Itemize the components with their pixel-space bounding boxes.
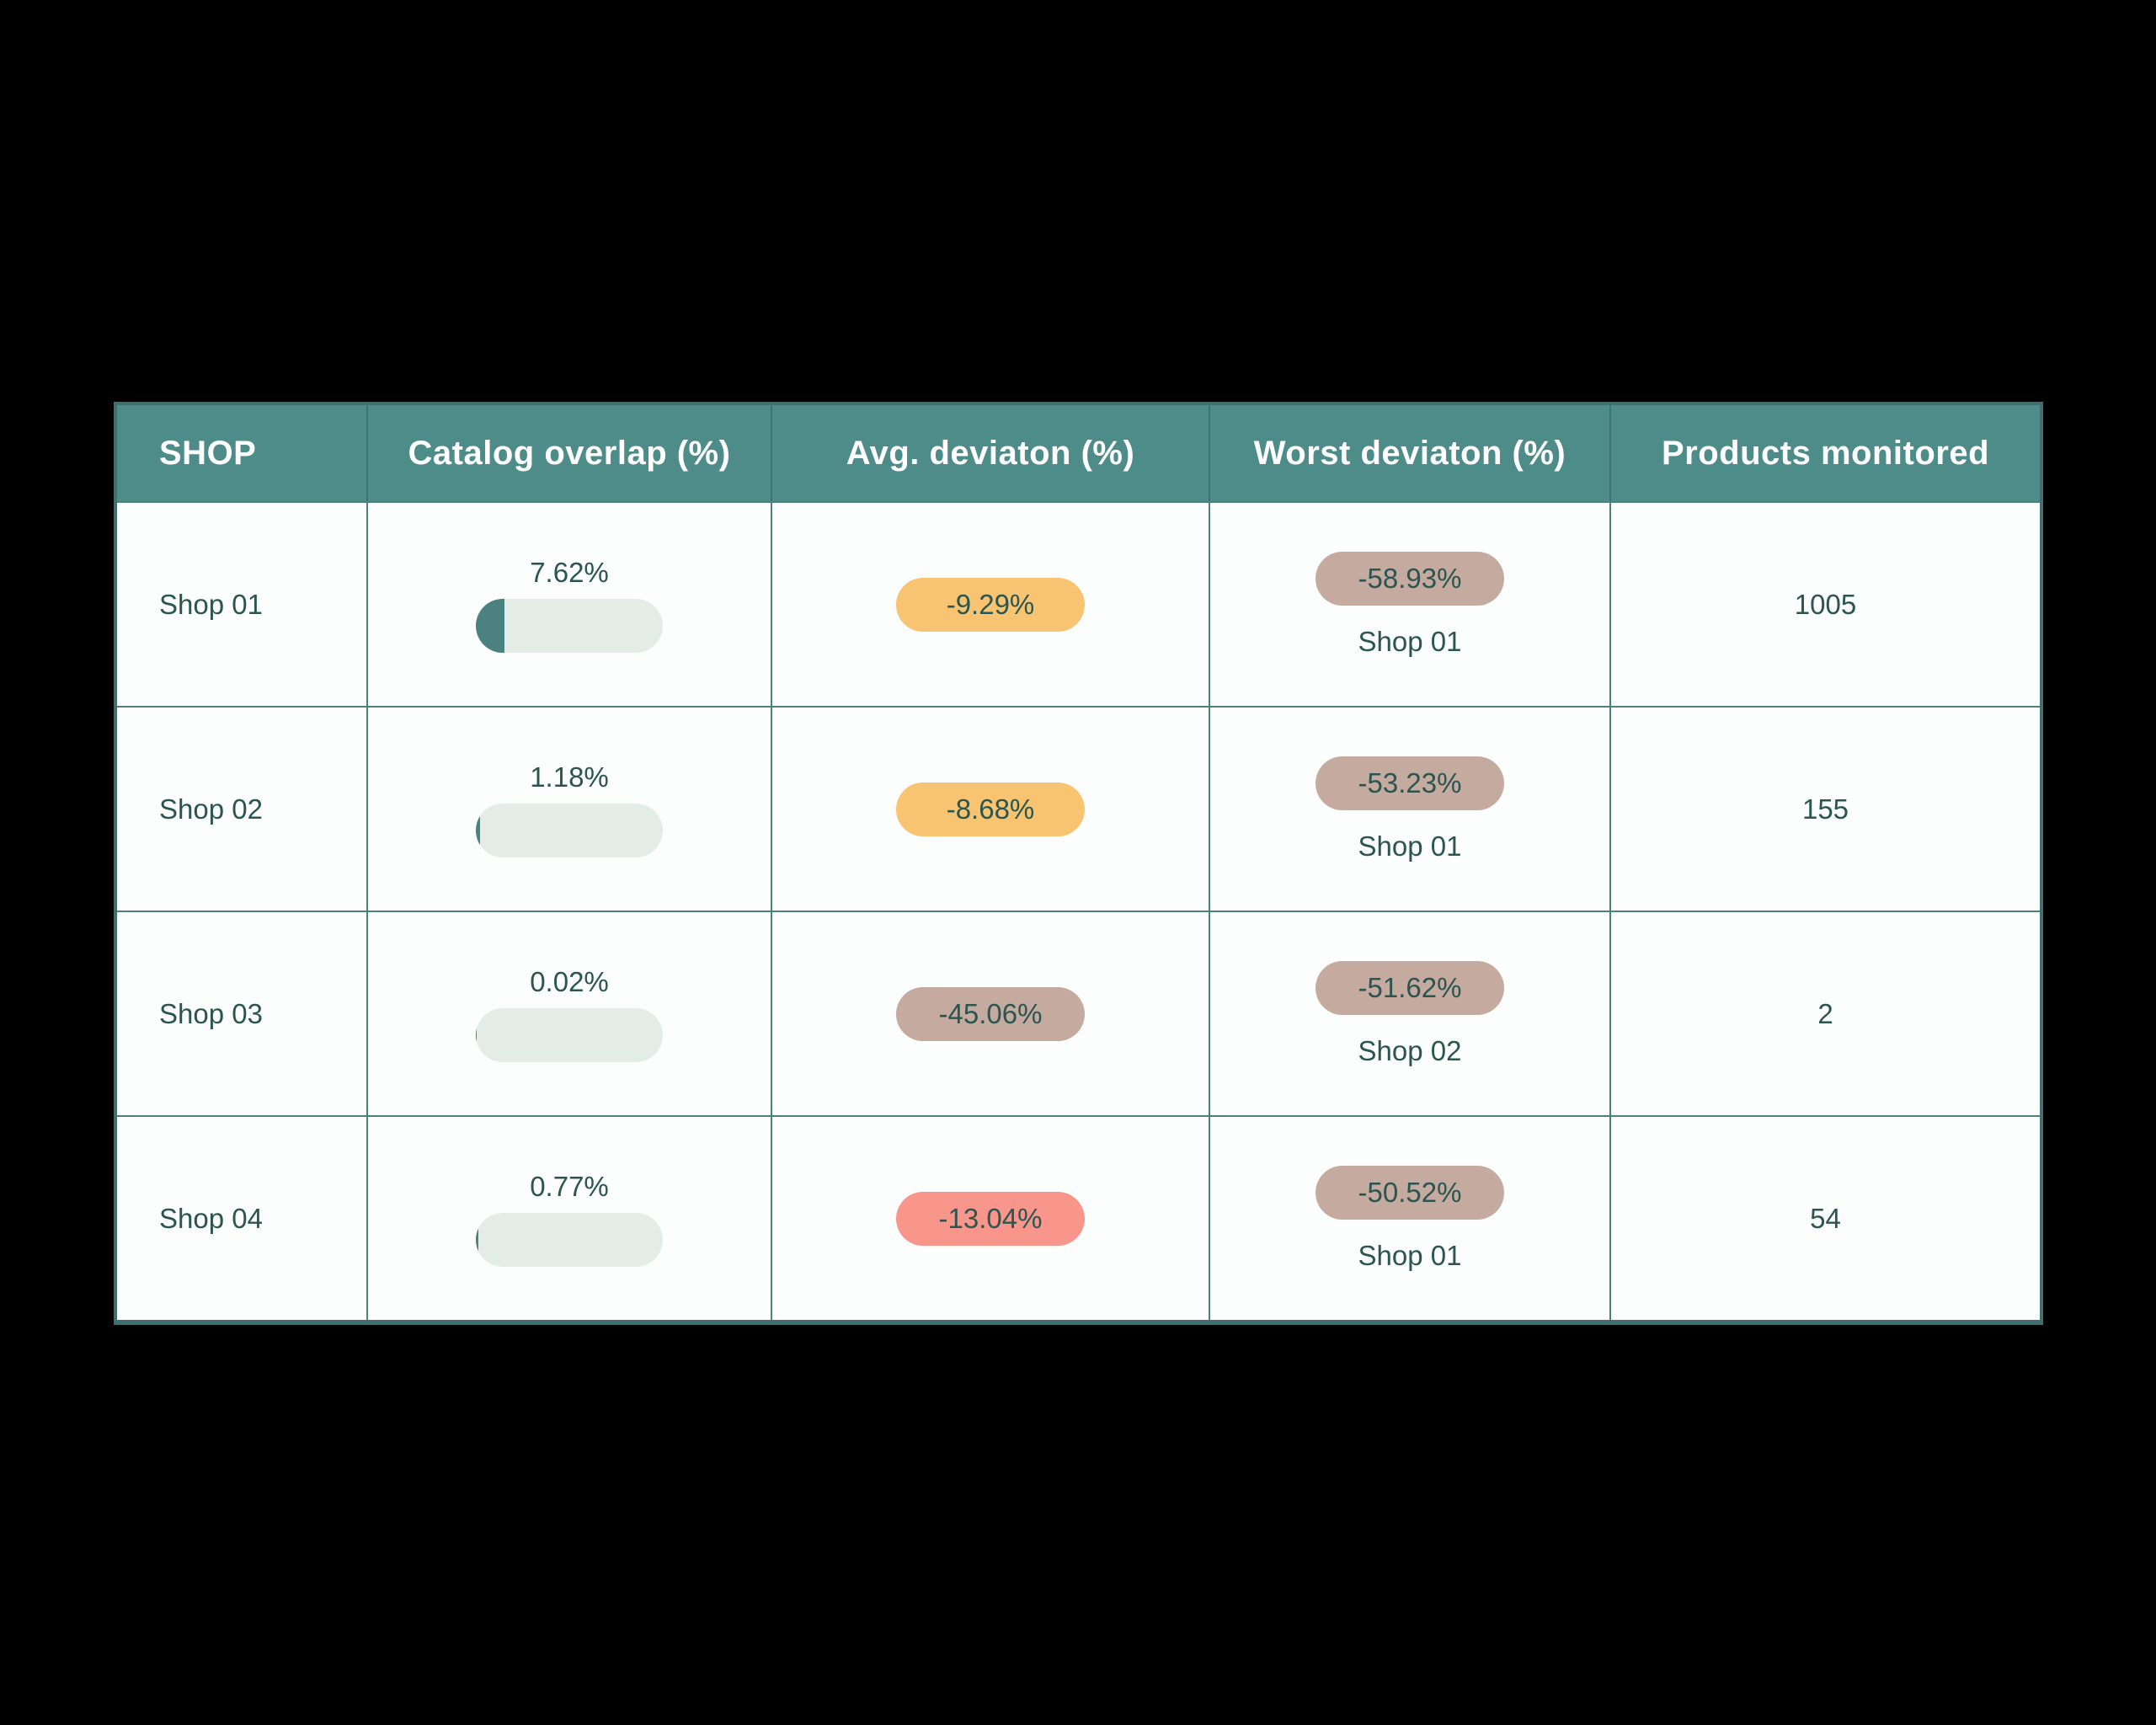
overlap-progress-fill bbox=[476, 598, 504, 653]
catalog-overlap-cell: 1.18% bbox=[366, 708, 771, 911]
worst-deviation-shop-label: Shop 02 bbox=[1358, 1034, 1462, 1066]
products-monitored-cell: 2 bbox=[1609, 912, 2040, 1115]
worst-deviation-badge: -53.23% bbox=[1315, 756, 1504, 810]
overlap-progress-bar bbox=[476, 1007, 663, 1062]
avg-deviation-badge: -9.29% bbox=[896, 577, 1085, 632]
worst-deviation-shop-label: Shop 01 bbox=[1358, 830, 1462, 862]
header-cell-shop: SHOP bbox=[159, 434, 257, 472]
overlap-progress-bar bbox=[476, 1212, 663, 1267]
table-row: Shop 03 0.02% -45.06% -51.62% Shop 02 2 bbox=[117, 911, 2040, 1115]
overlap-progress-fill bbox=[476, 803, 481, 857]
worst-deviation-cell: -58.93% Shop 01 bbox=[1209, 503, 1609, 706]
catalog-overlap-cell: 0.77% bbox=[366, 1117, 771, 1320]
catalog-overlap-cell: 7.62% bbox=[366, 503, 771, 706]
overlap-progress-fill bbox=[476, 1212, 479, 1267]
table-row: Shop 01 7.62% -9.29% -58.93% Shop 01 1005 bbox=[117, 501, 2040, 706]
overlap-value-label: 7.62% bbox=[530, 556, 609, 588]
table-row: Shop 02 1.18% -8.68% -53.23% Shop 01 155 bbox=[117, 706, 2040, 911]
products-monitored-cell: 155 bbox=[1609, 708, 2040, 911]
worst-deviation-cell: -50.52% Shop 01 bbox=[1209, 1117, 1609, 1320]
overlap-progress-bar bbox=[476, 598, 663, 653]
products-monitored-cell: 54 bbox=[1609, 1117, 2040, 1320]
shop-cell: Shop 02 bbox=[159, 793, 263, 825]
worst-deviation-badge: -50.52% bbox=[1315, 1165, 1504, 1220]
avg-deviation-cell: -45.06% bbox=[771, 912, 1209, 1115]
header-cell-catalog-overlap: Catalog overlap (%) bbox=[366, 405, 771, 501]
header-cell-worst-deviation: Worst deviaton (%) bbox=[1209, 405, 1609, 501]
worst-deviation-badge: -58.93% bbox=[1315, 551, 1504, 606]
avg-deviation-cell: -8.68% bbox=[771, 708, 1209, 911]
overlap-value-label: 0.02% bbox=[530, 965, 609, 997]
overlap-value-label: 1.18% bbox=[530, 761, 609, 793]
shop-cell: Shop 04 bbox=[159, 1202, 263, 1234]
avg-deviation-cell: -13.04% bbox=[771, 1117, 1209, 1320]
avg-deviation-badge: -13.04% bbox=[896, 1191, 1085, 1246]
shop-cell: Shop 01 bbox=[159, 588, 263, 620]
products-monitored-cell: 1005 bbox=[1609, 503, 2040, 706]
overlap-progress-bar bbox=[476, 803, 663, 857]
avg-deviation-cell: -9.29% bbox=[771, 503, 1209, 706]
worst-deviation-cell: -51.62% Shop 02 bbox=[1209, 912, 1609, 1115]
worst-deviation-shop-label: Shop 01 bbox=[1358, 1239, 1462, 1271]
avg-deviation-badge: -8.68% bbox=[896, 782, 1085, 836]
price-monitoring-table: SHOP Catalog overlap (%) Avg. deviaton (%)… bbox=[114, 402, 2043, 1325]
shop-cell: Shop 03 bbox=[159, 997, 263, 1029]
worst-deviation-badge: -51.62% bbox=[1315, 960, 1504, 1015]
table-row: Shop 04 0.77% -13.04% -50.52% Shop 01 54 bbox=[117, 1115, 2040, 1320]
catalog-overlap-cell: 0.02% bbox=[366, 912, 771, 1115]
header-cell-products-monitored: Products monitored bbox=[1609, 405, 2040, 501]
table-body: Shop 01 7.62% -9.29% -58.93% Shop 01 1005 Shop… bbox=[117, 501, 2040, 1320]
header-cell-avg-deviation: Avg. deviaton (%) bbox=[771, 405, 1209, 501]
worst-deviation-cell: -53.23% Shop 01 bbox=[1209, 708, 1609, 911]
avg-deviation-badge: -45.06% bbox=[896, 986, 1085, 1041]
overlap-value-label: 0.77% bbox=[530, 1170, 609, 1202]
table-header-row: SHOP Catalog overlap (%) Avg. deviaton (%)… bbox=[117, 405, 2040, 501]
worst-deviation-shop-label: Shop 01 bbox=[1358, 625, 1462, 657]
